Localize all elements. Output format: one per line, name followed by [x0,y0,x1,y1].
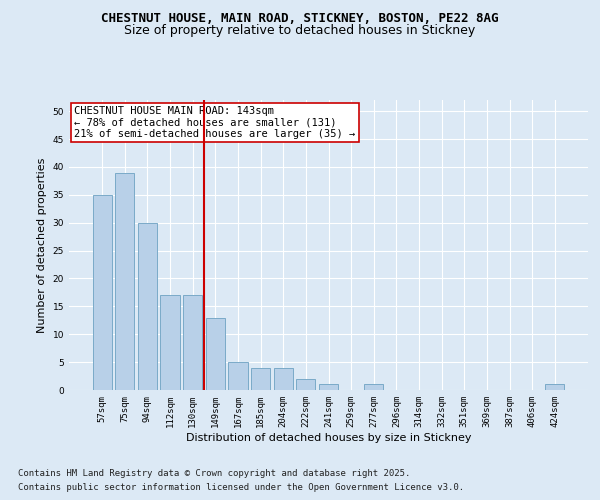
Bar [319,384,338,390]
Bar [274,368,293,390]
Bar [160,295,180,390]
Bar [206,318,225,390]
Bar [115,172,134,390]
X-axis label: Distribution of detached houses by size in Stickney: Distribution of detached houses by size … [186,432,471,442]
Text: Contains public sector information licensed under the Open Government Licence v3: Contains public sector information licen… [18,484,464,492]
Bar [296,379,316,390]
Text: Contains HM Land Registry data © Crown copyright and database right 2025.: Contains HM Land Registry data © Crown c… [18,468,410,477]
Bar [183,295,202,390]
Text: CHESTNUT HOUSE MAIN ROAD: 143sqm
← 78% of detached houses are smaller (131)
21% : CHESTNUT HOUSE MAIN ROAD: 143sqm ← 78% o… [74,106,355,139]
Bar [138,222,157,390]
Bar [229,362,248,390]
Bar [251,368,270,390]
Text: CHESTNUT HOUSE, MAIN ROAD, STICKNEY, BOSTON, PE22 8AG: CHESTNUT HOUSE, MAIN ROAD, STICKNEY, BOS… [101,12,499,26]
Bar [92,195,112,390]
Y-axis label: Number of detached properties: Number of detached properties [37,158,47,332]
Bar [545,384,565,390]
Bar [364,384,383,390]
Text: Size of property relative to detached houses in Stickney: Size of property relative to detached ho… [124,24,476,37]
